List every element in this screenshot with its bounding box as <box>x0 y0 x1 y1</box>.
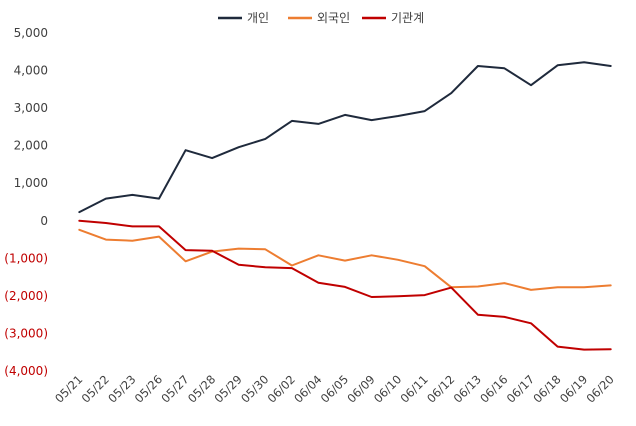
x-tick-label: 05/22 <box>79 372 112 405</box>
x-tick-label: 06/19 <box>557 372 590 405</box>
series-line-0 <box>78 61 612 214</box>
y-tick-label: (4,000) <box>4 364 48 378</box>
x-tick-label: 06/11 <box>397 372 430 405</box>
y-tick-label: 5,000 <box>14 26 48 40</box>
x-tick-label: 06/17 <box>504 372 537 405</box>
y-tick-label: (3,000) <box>4 326 48 340</box>
legend-label: 외국인 <box>317 11 350 25</box>
series-line-2 <box>78 219 612 351</box>
x-tick-label: 06/09 <box>344 372 377 405</box>
x-tick-label: 05/30 <box>238 372 271 405</box>
y-tick-label: 0 <box>40 214 48 228</box>
x-tick-label: 05/28 <box>185 372 218 405</box>
x-tick-label: 06/20 <box>583 372 616 405</box>
legend-label: 개인 <box>247 11 269 25</box>
x-tick-label: 06/18 <box>530 372 563 405</box>
x-tick-label: 06/16 <box>477 372 510 405</box>
x-tick-label: 06/05 <box>318 372 351 405</box>
y-axis: 5,000 4,000 3,000 2,000 1,000 0 (1,000) (2,000)… <box>4 26 48 378</box>
series-layer <box>78 61 612 351</box>
x-tick-label: 05/23 <box>105 372 138 405</box>
x-tick-label: 05/26 <box>132 372 165 405</box>
y-tick-label: 3,000 <box>14 101 48 115</box>
x-tick-label: 05/21 <box>52 372 85 405</box>
series-line-1 <box>78 228 612 291</box>
x-tick-label: 06/04 <box>291 372 324 405</box>
legend: 개인 외국인 기관계 <box>218 11 424 25</box>
x-tick-label: 05/29 <box>211 372 244 405</box>
y-tick-label: 2,000 <box>14 139 48 153</box>
x-tick-label: 06/10 <box>371 372 404 405</box>
x-tick-label: 05/27 <box>158 372 191 405</box>
x-tick-label: 06/13 <box>451 372 484 405</box>
x-axis: 05/2105/2205/2305/2605/2705/2805/2905/30… <box>52 372 617 405</box>
y-tick-label: (1,000) <box>4 251 48 265</box>
x-tick-label: 06/12 <box>424 372 457 405</box>
y-tick-label: (2,000) <box>4 289 48 303</box>
y-tick-label: 1,000 <box>14 176 48 190</box>
y-tick-label: 4,000 <box>14 64 48 78</box>
x-tick-label: 06/02 <box>265 372 298 405</box>
legend-label: 기관계 <box>391 11 424 25</box>
